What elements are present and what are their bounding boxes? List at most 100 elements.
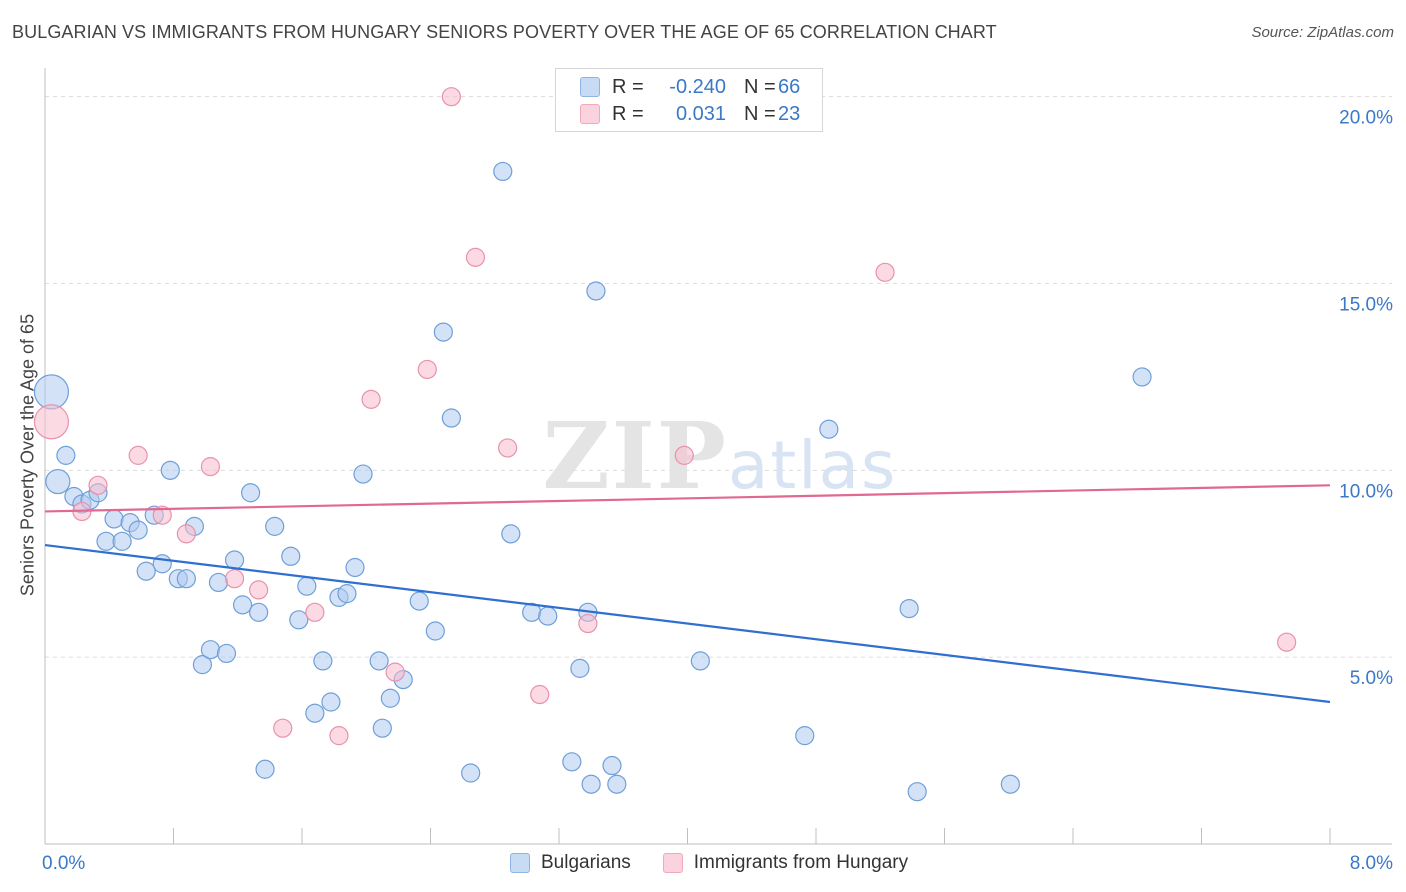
- legend-label: Immigrants from Hungary: [693, 852, 909, 873]
- n-label: N =: [744, 102, 776, 125]
- data-point: [152, 554, 172, 574]
- data-point: [249, 580, 269, 600]
- data-point: [690, 651, 710, 671]
- series-bulgarians: [33, 161, 1152, 802]
- y-tick-label: 10.0%: [1339, 481, 1393, 502]
- data-point: [562, 752, 582, 772]
- data-point: [795, 726, 815, 746]
- n-value: 23: [778, 102, 801, 125]
- legend-swatch-blue: [580, 77, 600, 97]
- legend-item-bulgarians: Bulgarians: [510, 852, 631, 874]
- data-point: [249, 602, 269, 622]
- data-point: [208, 572, 229, 593]
- legend-item-hungary: Immigrants from Hungary: [662, 852, 909, 874]
- r-value: 0.031: [675, 102, 726, 125]
- y-tick-label: 5.0%: [1350, 668, 1393, 689]
- legend-swatch-pink: [662, 853, 683, 873]
- legend-row-bulgarians: R = -0.240 N = 66: [580, 76, 800, 98]
- data-point: [369, 651, 389, 671]
- data-point: [465, 247, 486, 267]
- data-point: [353, 464, 373, 484]
- data-point: [1132, 367, 1152, 387]
- chart-title: BULGARIAN VS IMMIGRANTS FROM HUNGARY SEN…: [12, 22, 997, 42]
- series-hungary: [33, 87, 1297, 746]
- data-point: [441, 87, 461, 107]
- data-point: [152, 505, 172, 525]
- watermark-light: atlas: [728, 427, 898, 504]
- data-point: [538, 606, 558, 626]
- legend-swatch-pink: [580, 104, 600, 124]
- data-point: [136, 561, 156, 581]
- data-point: [875, 262, 895, 282]
- r-label: R =: [612, 75, 644, 98]
- watermark: ZIPatlas: [543, 402, 898, 510]
- data-point: [255, 759, 275, 779]
- data-point: [433, 322, 453, 342]
- data-point: [313, 651, 333, 671]
- data-point: [380, 688, 400, 708]
- data-point: [372, 718, 392, 738]
- x-tick-label: 8.0%: [1350, 853, 1393, 874]
- y-tick-label: 15.0%: [1339, 295, 1393, 316]
- data-point: [674, 445, 694, 465]
- data-point: [586, 281, 606, 301]
- data-point: [899, 598, 919, 619]
- data-point: [530, 684, 550, 705]
- data-point: [441, 408, 461, 428]
- data-point: [501, 524, 521, 544]
- data-point: [425, 621, 445, 641]
- watermark-bold: ZIP: [543, 402, 728, 510]
- tick-labels: 5.0% 10.0% 15.0% 20.0% 0.0% 8.0%: [42, 108, 1393, 874]
- y-axis-label: Seniors Poverty Over the Age of 65: [17, 313, 38, 597]
- data-point: [297, 576, 317, 596]
- data-point: [570, 658, 590, 678]
- data-point: [200, 640, 221, 660]
- r-label: R =: [612, 102, 644, 125]
- data-point: [578, 613, 598, 634]
- data-point: [498, 438, 518, 458]
- series-legend: Bulgarians Immigrants from Hungary: [510, 852, 940, 874]
- legend-swatch-blue: [510, 853, 530, 873]
- data-point: [409, 591, 429, 611]
- source-credit: Source: ZipAtlas.com: [1251, 24, 1394, 41]
- data-point: [45, 468, 71, 495]
- n-value: 66: [778, 75, 801, 98]
- data-point: [104, 509, 124, 529]
- y-tick-label: 20.0%: [1339, 108, 1393, 129]
- data-point: [176, 569, 196, 589]
- axes: [44, 68, 1392, 845]
- trend-layer: [44, 484, 1331, 704]
- data-point: [305, 602, 325, 622]
- data-point: [337, 584, 357, 604]
- data-point: [819, 419, 839, 439]
- data-point: [461, 763, 481, 783]
- data-point: [607, 774, 627, 794]
- data-point: [417, 359, 437, 380]
- r-value: -0.240: [669, 75, 726, 98]
- data-point: [602, 755, 622, 776]
- data-point: [88, 475, 108, 495]
- data-point: [232, 595, 253, 615]
- data-point: [224, 550, 245, 570]
- data-point: [128, 520, 148, 540]
- data-point: [329, 726, 349, 746]
- trendline-hungary: [44, 484, 1331, 513]
- data-point: [56, 445, 76, 465]
- data-point: [305, 703, 325, 723]
- series-layer: [33, 87, 1297, 802]
- data-point: [1000, 774, 1020, 794]
- data-point: [128, 445, 148, 465]
- n-label: N =: [744, 75, 776, 98]
- data-point: [273, 718, 293, 738]
- data-point: [112, 531, 132, 551]
- data-point: [281, 546, 301, 566]
- data-point: [265, 516, 285, 536]
- data-point: [907, 782, 927, 802]
- data-point: [33, 404, 70, 440]
- data-point: [289, 610, 309, 630]
- legend-row-hungary: R = 0.031 N = 23: [580, 103, 800, 125]
- legend-label: Bulgarians: [541, 852, 631, 873]
- data-point: [200, 457, 221, 477]
- data-point: [361, 389, 381, 409]
